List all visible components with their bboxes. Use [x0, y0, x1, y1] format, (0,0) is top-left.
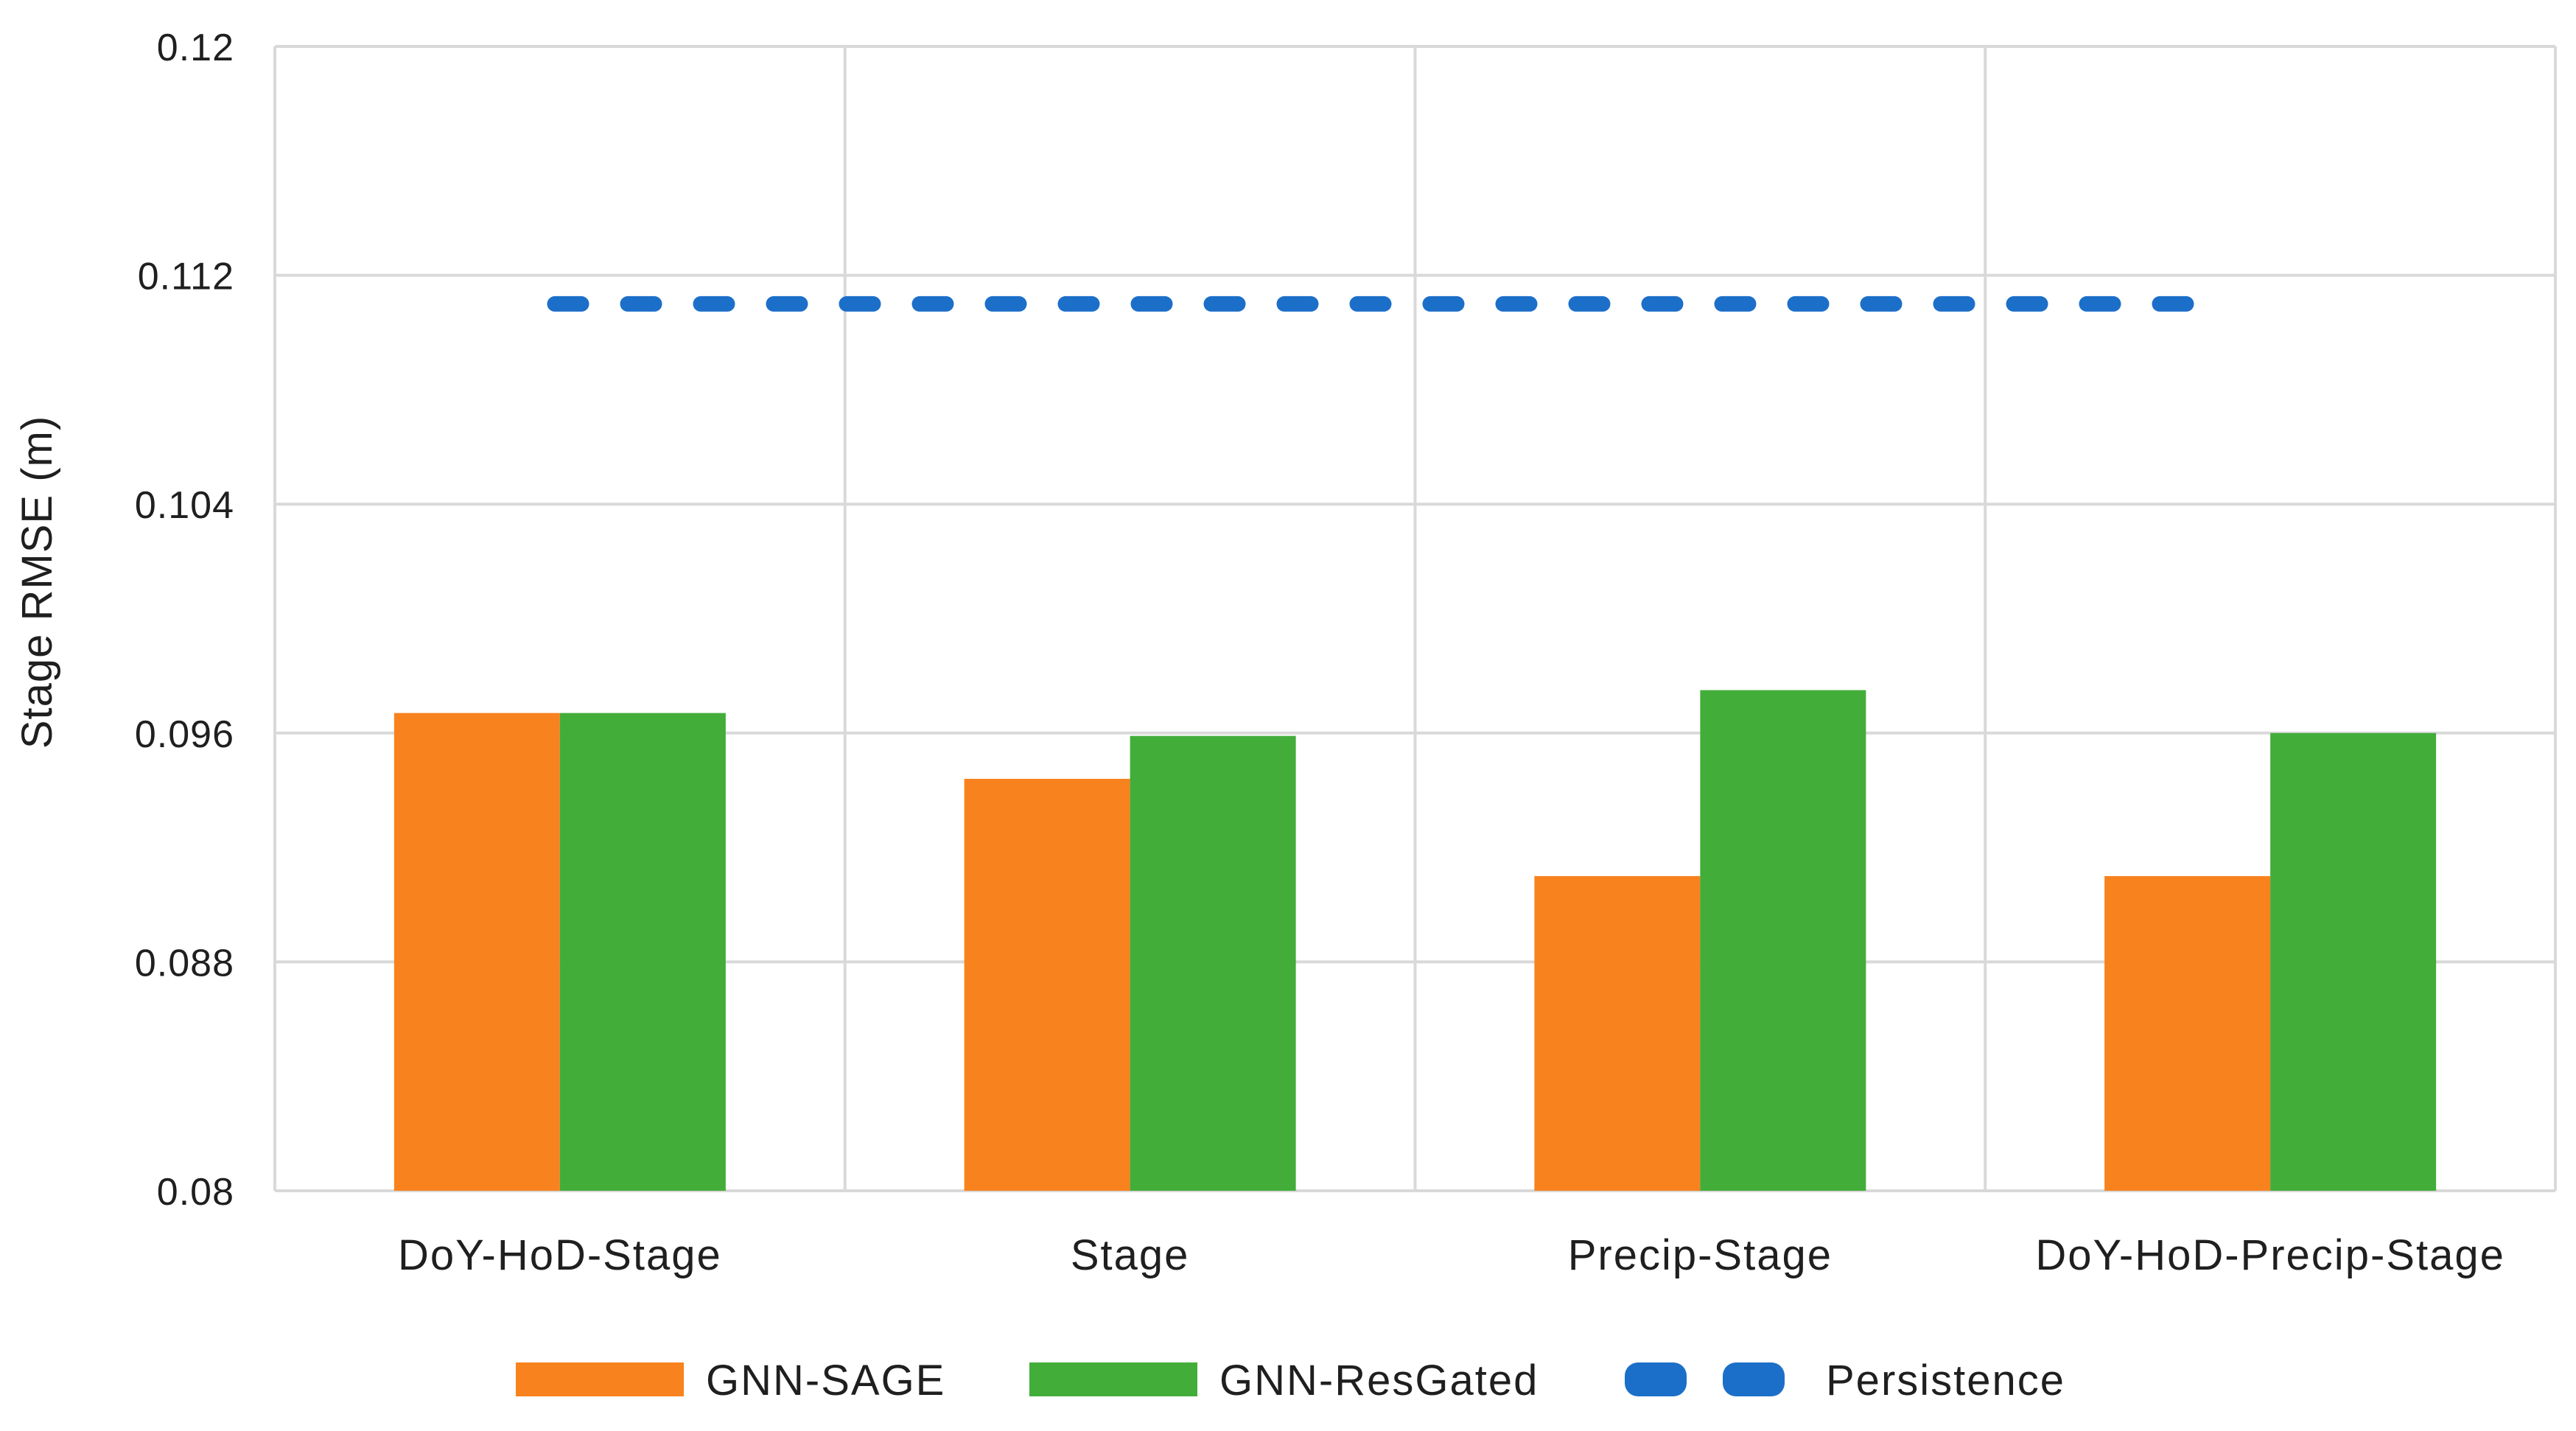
x-category-labels: DoY-HoD-Stage Stage Precip-Stage DoY-HoD-Pr… — [398, 1231, 2505, 1279]
y-tick-labels: 0.12 0.112 0.104 0.096 0.088 0.08 — [135, 27, 234, 1214]
y-tick-label: 0.08 — [157, 1171, 234, 1214]
legend-label-persistence: Persistence — [1826, 1357, 2065, 1404]
bar-gnn-resgated-4 — [2270, 732, 2437, 1191]
bar-gnn-sage-3 — [1534, 875, 1701, 1191]
bars — [393, 690, 2437, 1191]
y-tick-label: 0.12 — [157, 27, 234, 69]
legend-dash-icon — [1625, 1362, 1785, 1396]
legend-swatch-gnn-sage — [516, 1362, 684, 1396]
bar-gnn-sage-1 — [393, 713, 560, 1191]
y-tick-label: 0.104 — [135, 484, 234, 527]
gridlines-vertical — [273, 46, 2557, 1191]
x-category-label: Precip-Stage — [1568, 1231, 1833, 1279]
x-category-label: DoY-HoD-Precip-Stage — [2035, 1231, 2505, 1279]
legend-label-gnn-resgated: GNN-ResGated — [1219, 1357, 1539, 1404]
x-category-label: Stage — [1071, 1231, 1190, 1279]
y-tick-label: 0.112 — [138, 256, 234, 298]
y-tick-label: 0.096 — [135, 713, 234, 756]
legend-swatch-gnn-resgated — [1029, 1362, 1197, 1396]
legend-label-gnn-sage: GNN-SAGE — [706, 1357, 945, 1404]
bar-gnn-resgated-3 — [1700, 690, 1866, 1191]
bar-gnn-resgated-1 — [559, 713, 726, 1191]
legend: GNN-SAGE GNN-ResGated Persistence — [516, 1357, 2065, 1404]
bar-gnn-sage-4 — [2104, 875, 2271, 1191]
y-axis-title: Stage RMSE (m) — [13, 416, 61, 749]
bar-gnn-resgated-2 — [1130, 735, 1296, 1191]
y-tick-label: 0.088 — [135, 942, 234, 984]
x-category-label: DoY-HoD-Stage — [398, 1231, 722, 1279]
bar-gnn-sage-2 — [964, 778, 1130, 1191]
